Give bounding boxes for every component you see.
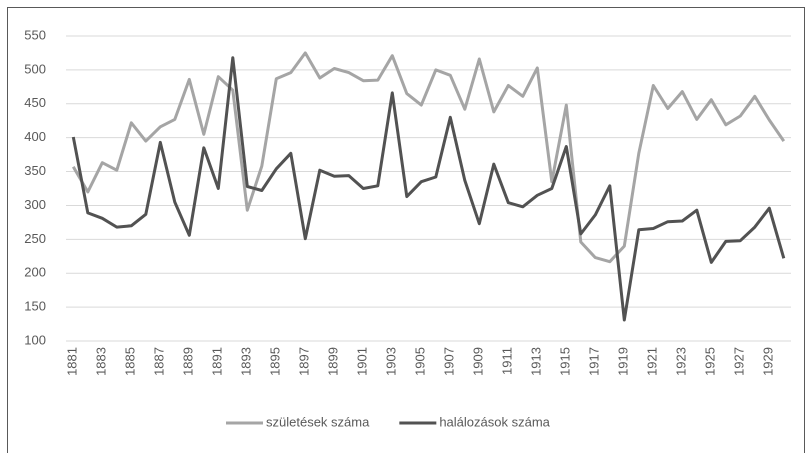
x-tick-label: 1915 — [558, 347, 573, 376]
x-tick-label: 1923 — [674, 347, 689, 376]
x-tick-label: 1887 — [152, 347, 167, 376]
legend-label: halálozások száma — [439, 414, 550, 429]
series-line — [72, 51, 786, 264]
y-tick-label: 100 — [24, 332, 46, 347]
x-tick-label: 1901 — [355, 347, 370, 376]
y-tick-label: 150 — [24, 299, 46, 314]
y-tick-label: 550 — [24, 27, 46, 42]
y-tick-label: 450 — [24, 95, 46, 110]
x-tick-label: 1913 — [529, 347, 544, 376]
y-tick-label: 400 — [24, 129, 46, 144]
x-tick-label: 1891 — [210, 347, 225, 376]
x-tick-label: 1899 — [326, 347, 341, 376]
x-tick-label: 1921 — [645, 347, 660, 376]
x-tick-label: 1909 — [471, 347, 486, 376]
x-tick-label: 1927 — [732, 347, 747, 376]
x-tick-label: 1897 — [297, 347, 312, 376]
y-tick-label: 500 — [24, 61, 46, 76]
x-tick-label: 1911 — [500, 347, 515, 375]
legend-label: születések száma — [266, 414, 370, 429]
x-tick-label: 1905 — [413, 347, 428, 376]
x-tick-label: 1925 — [703, 347, 718, 376]
x-tick-label: 1893 — [239, 347, 254, 376]
x-tick-label: 1907 — [442, 347, 457, 376]
series-line — [71, 56, 786, 322]
x-tick-label: 1889 — [181, 347, 196, 376]
y-tick-label: 250 — [24, 231, 46, 246]
x-tick-label: 1883 — [94, 347, 109, 376]
y-tick-label: 200 — [24, 265, 46, 280]
x-tick-label: 1929 — [761, 347, 776, 376]
x-tick-label: 1919 — [616, 347, 631, 376]
y-tick-label: 300 — [24, 197, 46, 212]
x-tick-label: 1885 — [123, 347, 138, 376]
x-tick-label: 1895 — [268, 347, 283, 376]
x-tick-label: 1881 — [65, 347, 80, 376]
x-tick-label: 1903 — [384, 347, 399, 376]
chart-border — [7, 7, 805, 453]
x-tick-label: 1917 — [587, 347, 602, 376]
y-tick-label: 350 — [24, 163, 46, 178]
